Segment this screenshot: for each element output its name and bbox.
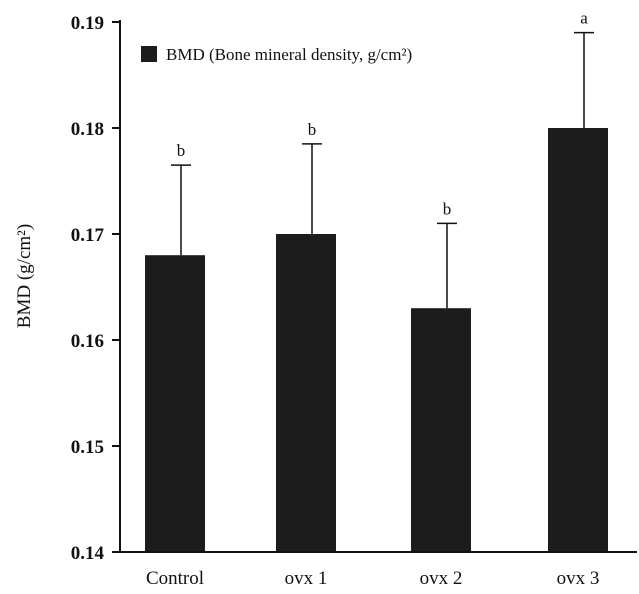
bar-1: [145, 255, 205, 552]
y-tick-label: 0.14: [71, 543, 105, 564]
significance-label: b: [177, 141, 186, 160]
bar-2: [276, 234, 336, 552]
y-axis-ticks: 0.14 0.15 0.16 0.17 0.18 0.19: [71, 13, 120, 564]
y-tick-label: 0.17: [71, 225, 105, 246]
error-bars-group: b b b a: [171, 9, 594, 309]
significance-label: a: [580, 9, 588, 28]
y-axis-title: BMD (g/cm²): [14, 224, 35, 328]
legend-label: BMD (Bone mineral density, g/cm²): [166, 45, 412, 64]
bar-3: [411, 308, 471, 552]
x-axis-labels: Control ovx 1 ovx 2 ovx 3: [146, 568, 599, 589]
y-tick-label: 0.18: [71, 119, 104, 140]
bar-4: [548, 128, 608, 552]
significance-label: b: [443, 199, 452, 218]
significance-label: b: [308, 120, 317, 139]
category-label: ovx 3: [557, 568, 600, 589]
category-label: ovx 1: [285, 568, 328, 589]
legend-swatch: [141, 46, 157, 62]
y-tick-label: 0.16: [71, 331, 104, 352]
legend: BMD (Bone mineral density, g/cm²): [141, 45, 412, 64]
y-tick-label: 0.15: [71, 437, 104, 458]
y-tick-label: 0.19: [71, 13, 104, 34]
category-label: ovx 2: [420, 568, 463, 589]
category-label: Control: [146, 568, 204, 589]
bars-group: [145, 128, 608, 552]
